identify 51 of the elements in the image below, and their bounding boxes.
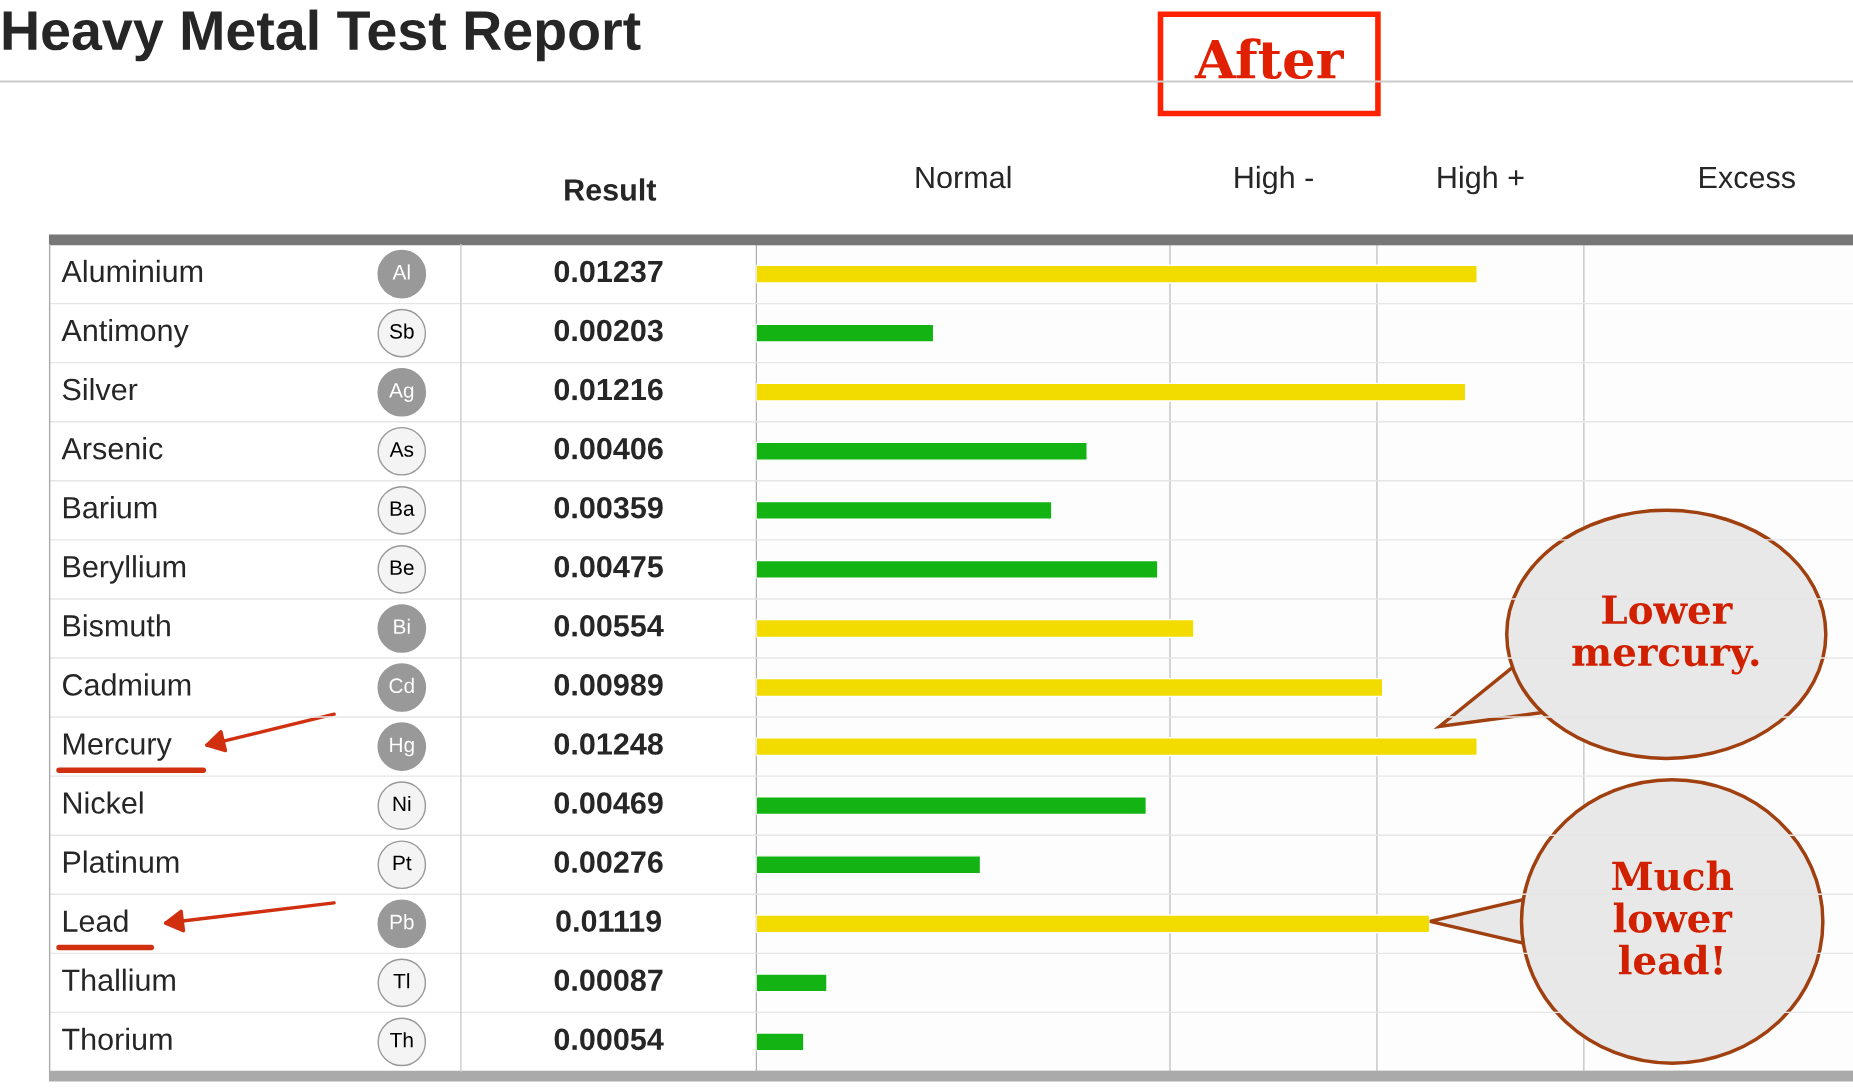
text: 0.00359 <box>554 496 663 519</box>
text: 0.00203 <box>554 319 663 342</box>
y-tick-label: Antimony <box>61 318 189 348</box>
text: 0.00276 <box>554 851 663 873</box>
y-tick-label: Cadmium <box>63 673 191 696</box>
text: 0.01216 <box>554 378 663 401</box>
text: Be <box>390 560 414 575</box>
chart-title: Heavy Metal Test Report <box>3 9 641 62</box>
text: Ag <box>389 383 414 402</box>
y-tick-label: Bismuth <box>63 614 170 637</box>
text: As <box>389 442 414 457</box>
text: Th <box>390 1032 413 1048</box>
y-tick-label: Beryllium <box>63 555 186 584</box>
text: 0.00054 <box>554 1028 664 1051</box>
text: Result <box>565 178 657 201</box>
text: 0.00406 <box>554 437 663 460</box>
y-tick-label: Lead <box>63 909 128 932</box>
y-tick-label: Barium <box>63 496 157 519</box>
y-tick-label: Nickel <box>63 791 143 814</box>
text: 0.01237 <box>554 260 663 283</box>
band-label: Excess <box>1700 166 1795 189</box>
y-tick-label: Mercury <box>63 733 172 761</box>
text: 0.00469 <box>554 792 663 814</box>
text: Hg <box>390 737 414 757</box>
text: 0.00989 <box>554 674 663 696</box>
text: Much lower lead! <box>1612 860 1733 975</box>
text: Bi <box>394 618 410 634</box>
text: Tl <box>393 973 410 989</box>
text: 0.00554 <box>554 615 664 637</box>
text: Pb <box>390 914 414 930</box>
text: Pt <box>393 855 412 871</box>
text: 0.00087 <box>554 969 663 992</box>
text: Sb <box>390 323 414 339</box>
y-tick-label: Aluminium <box>61 259 203 283</box>
text: Al <box>392 264 410 280</box>
text: 0.01248 <box>554 733 663 755</box>
text: 0.00475 <box>554 555 663 578</box>
y-tick-label: Thallium <box>62 968 175 992</box>
text: After <box>1194 38 1344 80</box>
y-tick-label: Arsenic <box>61 437 163 460</box>
y-tick-label: Platinum <box>63 850 179 873</box>
band-label: High + <box>1438 165 1524 195</box>
y-tick-label: Silver <box>62 377 138 401</box>
band-label: High - <box>1235 165 1313 195</box>
band-label: Normal <box>916 165 1011 189</box>
text: Lower mercury. <box>1572 595 1759 675</box>
text: 0.01119 <box>556 910 662 932</box>
text: Cd <box>389 677 414 694</box>
y-tick-label: Thorium <box>62 1027 172 1051</box>
text: Ba <box>390 501 415 516</box>
text: Ni <box>393 795 411 812</box>
